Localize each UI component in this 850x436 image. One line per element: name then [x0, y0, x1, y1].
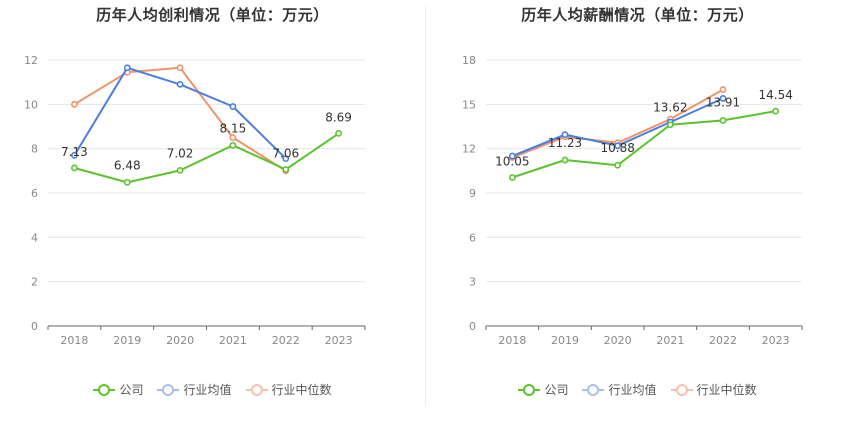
y-tick-label: 10 [24, 98, 38, 111]
data-label: 11.23 [548, 136, 582, 150]
legend-marker-icon [518, 383, 541, 397]
data-point [508, 174, 516, 181]
x-tick-label: 2018 [60, 334, 88, 347]
data-point [71, 164, 78, 172]
data-point [614, 161, 622, 169]
legend-label: 公司 [119, 383, 144, 397]
y-tick-label: 6 [31, 187, 38, 200]
panel-divider [425, 6, 426, 406]
legend-item-company[interactable]: 公司 [93, 381, 143, 398]
legend-label: 行业中位数 [271, 383, 332, 397]
data-point [229, 134, 237, 141]
data-point [229, 141, 237, 149]
x-tick-label: 2020 [604, 334, 632, 347]
x-tick-label: 2022 [272, 334, 300, 347]
data-point [176, 80, 184, 88]
chart-legend: 公司 行业均值 行业中位数 [0, 381, 425, 398]
x-tick-label: 2021 [656, 334, 684, 347]
legend-label: 公司 [544, 383, 569, 397]
x-tick-label: 2018 [498, 334, 526, 347]
y-tick-label: 4 [31, 231, 38, 244]
data-label: 7.02 [167, 146, 194, 160]
legend-marker-icon [670, 383, 693, 397]
data-label: 8.69 [325, 110, 352, 124]
data-label: 6.48 [114, 158, 141, 172]
x-tick-label: 2020 [166, 334, 194, 347]
y-tick-label: 15 [462, 98, 476, 111]
y-tick-label: 9 [469, 187, 476, 200]
y-tick-label: 12 [24, 54, 38, 67]
y-tick-label: 2 [31, 276, 38, 289]
profit-per-capita-chart: 历年人均创利情况（单位：万元） 0 2 4 6 8 10 12 2018 2019 2020 202… [0, 6, 425, 398]
y-tick-label: 12 [462, 143, 476, 156]
data-point [772, 107, 780, 115]
x-tick-label: 2023 [762, 334, 790, 347]
legend-item-industry-median[interactable]: 行业中位数 [245, 381, 332, 398]
y-tick-label: 18 [462, 54, 476, 67]
data-label: 7.13 [61, 145, 88, 159]
legend-item-company[interactable]: 公司 [518, 381, 568, 398]
data-point [123, 178, 131, 186]
y-tick-label: 0 [469, 320, 476, 333]
data-point [719, 95, 727, 102]
data-point [508, 152, 516, 160]
data-point [666, 121, 674, 129]
x-tick-label: 2021 [219, 334, 247, 347]
data-point [71, 100, 78, 108]
legend-label: 行业中位数 [696, 383, 757, 397]
data-point [719, 86, 727, 93]
legend-item-industry-median[interactable]: 行业中位数 [670, 381, 757, 398]
data-label: 10.05 [495, 154, 529, 168]
x-tick-label: 2019 [113, 334, 141, 347]
data-point [176, 166, 184, 174]
data-point [561, 156, 569, 164]
legend-marker-icon [93, 383, 116, 397]
data-point [71, 151, 78, 159]
series-line [74, 132, 340, 184]
data-label: 14.54 [758, 88, 792, 102]
data-point [282, 155, 290, 163]
data-point [561, 131, 569, 139]
chart-title: 历年人均薪酬情况（单位：万元） [521, 6, 754, 24]
data-label: 13.62 [653, 101, 687, 115]
data-label: 13.91 [706, 95, 740, 109]
y-tick-label: 3 [469, 276, 476, 289]
data-point [614, 142, 622, 150]
y-tick-label: 0 [31, 320, 38, 333]
y-tick-label: 6 [469, 231, 476, 244]
data-point [282, 166, 290, 173]
data-point [123, 64, 131, 72]
x-tick-label: 2019 [551, 334, 579, 347]
legend-item-industry-average[interactable]: 行业均值 [157, 381, 232, 398]
legend-item-industry-average[interactable]: 行业均值 [582, 381, 657, 398]
y-tick-label: 8 [31, 143, 38, 156]
data-label: 10.88 [600, 141, 634, 155]
data-point [335, 129, 342, 137]
data-point [719, 117, 727, 124]
data-label: 7.06 [272, 147, 299, 161]
x-tick-label: 2023 [325, 334, 353, 347]
data-label: 8.15 [220, 121, 247, 135]
data-point [229, 103, 237, 110]
series-line [511, 110, 776, 179]
chart-plot-area: 0 3 6 9 12 15 18 2018 2019 2020 2021 2022 2023 10.05 1… [462, 54, 803, 347]
legend-label: 行业均值 [608, 383, 657, 397]
legend-marker-icon [245, 383, 268, 397]
data-point [176, 64, 184, 72]
chart-legend: 公司 行业均值 行业中位数 [425, 381, 850, 398]
legend-marker-icon [582, 383, 605, 397]
legend-label: 行业均值 [183, 383, 232, 397]
legend-marker-icon [157, 383, 180, 397]
x-tick-label: 2022 [709, 334, 737, 347]
chart-plot-area: 0 2 4 6 8 10 12 2018 2019 2020 2021 2022 2023 7.13 6.4… [24, 54, 366, 347]
salary-per-capita-chart: 历年人均薪酬情况（单位：万元） 0 3 6 9 12 15 18 2018 2019 2020 20… [425, 0, 850, 436]
chart-title: 历年人均创利情况（单位：万元） [96, 6, 329, 24]
